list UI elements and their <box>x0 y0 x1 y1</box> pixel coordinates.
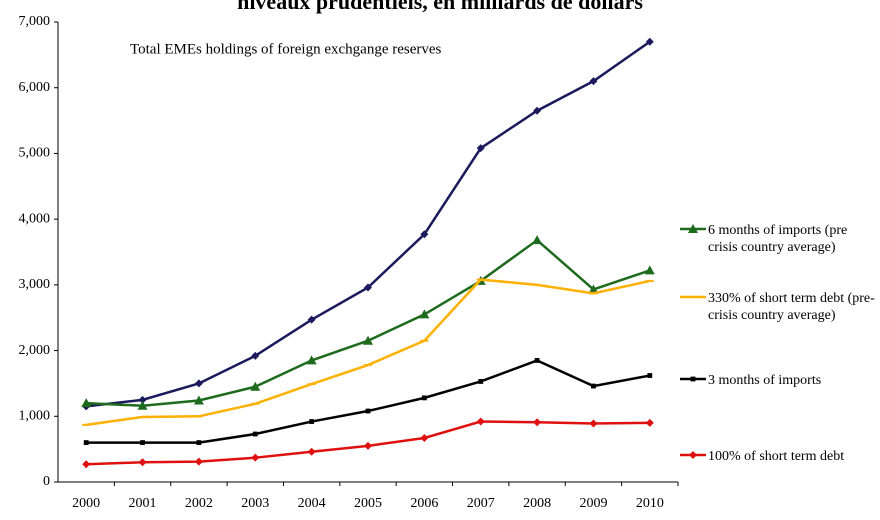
marker <box>363 335 373 345</box>
marker <box>364 364 372 367</box>
marker <box>589 77 598 86</box>
marker <box>138 395 147 404</box>
y-tick-label: 0 <box>43 474 50 489</box>
marker <box>420 433 429 442</box>
legend-item: 6 months of imports (pre crisis country … <box>680 222 876 256</box>
marker <box>478 379 484 384</box>
marker <box>252 431 258 437</box>
x-tick-label: 2010 <box>636 496 664 511</box>
marker <box>589 292 598 295</box>
marker <box>309 419 315 424</box>
marker <box>644 265 655 275</box>
marker <box>364 441 372 450</box>
marker <box>534 358 540 363</box>
marker <box>251 453 260 462</box>
annotation: Total EMEs holdings of foreign exchgange… <box>130 41 442 57</box>
series-line <box>86 40 651 408</box>
x-tick-label: 2003 <box>241 496 269 511</box>
y-tick-label: 6,000 <box>19 80 51 95</box>
marker <box>306 355 317 365</box>
x-tick-label: 2001 <box>129 496 157 511</box>
marker <box>689 296 697 298</box>
legend-swatch <box>680 376 706 382</box>
marker <box>588 284 599 294</box>
legend-swatch <box>680 224 706 233</box>
marker <box>476 144 485 153</box>
marker <box>137 400 148 410</box>
legend-item: 100% of short term debt <box>680 448 876 465</box>
legend-label: 330% of short term debt (pre-crisis coun… <box>708 291 875 323</box>
marker <box>589 419 598 428</box>
x-tick-label: 2008 <box>523 496 551 511</box>
marker <box>533 106 542 115</box>
x-tick-label: 2004 <box>298 496 326 511</box>
marker <box>591 383 596 389</box>
marker <box>645 418 654 427</box>
marker <box>689 451 697 459</box>
marker <box>138 415 147 418</box>
marker <box>421 395 427 401</box>
marker <box>193 395 204 405</box>
marker <box>645 279 654 282</box>
marker <box>307 383 316 386</box>
marker <box>250 381 261 391</box>
y-tick-label: 4,000 <box>19 211 51 226</box>
marker <box>365 408 371 414</box>
marker <box>476 417 485 426</box>
marker <box>688 224 698 233</box>
series-line <box>86 359 651 444</box>
x-tick-label: 2007 <box>467 496 495 511</box>
marker <box>307 315 316 324</box>
marker <box>138 458 147 467</box>
x-tick-label: 2002 <box>185 496 213 511</box>
marker <box>533 418 542 427</box>
legend-item: 330% of short term debt (pre-crisis coun… <box>680 290 876 324</box>
x-tick-label: 2009 <box>579 496 607 511</box>
marker <box>476 278 485 281</box>
marker <box>532 235 543 245</box>
legend-swatch <box>680 295 706 299</box>
marker <box>690 376 696 382</box>
marker <box>645 37 654 46</box>
legend-label: 3 months of imports <box>708 373 822 388</box>
x-tick-label: 2000 <box>72 496 100 511</box>
marker <box>194 457 203 466</box>
marker <box>533 283 542 286</box>
marker <box>194 379 203 388</box>
marker <box>196 440 202 445</box>
y-tick-label: 1,000 <box>19 409 51 424</box>
legend-label: 100% of short term debt <box>708 449 845 464</box>
y-tick-label: 7,000 <box>19 14 51 29</box>
legend-swatch <box>680 451 706 459</box>
y-tick-label: 3,000 <box>19 277 51 292</box>
chart-title: niveaux prudentiels, en milliards de dol… <box>237 0 643 14</box>
marker <box>81 398 92 408</box>
x-tick-label: 2006 <box>410 496 438 511</box>
marker <box>420 339 429 342</box>
marker <box>194 415 203 418</box>
marker <box>420 230 429 239</box>
y-tick-label: 2,000 <box>19 343 51 358</box>
marker <box>647 373 653 378</box>
x-tick-label: 2005 <box>354 496 382 511</box>
marker <box>83 440 89 445</box>
marker <box>307 447 316 456</box>
series-line <box>86 238 651 408</box>
y-tick-label: 5,000 <box>19 146 51 161</box>
marker <box>251 351 260 360</box>
marker <box>82 460 91 469</box>
marker <box>419 309 430 319</box>
marker <box>82 423 91 426</box>
legend-label: 6 months of imports (pre crisis country … <box>708 223 848 255</box>
marker <box>364 283 372 292</box>
marker <box>140 440 145 445</box>
legend-item: 3 months of imports <box>680 372 876 389</box>
marker <box>251 402 260 405</box>
